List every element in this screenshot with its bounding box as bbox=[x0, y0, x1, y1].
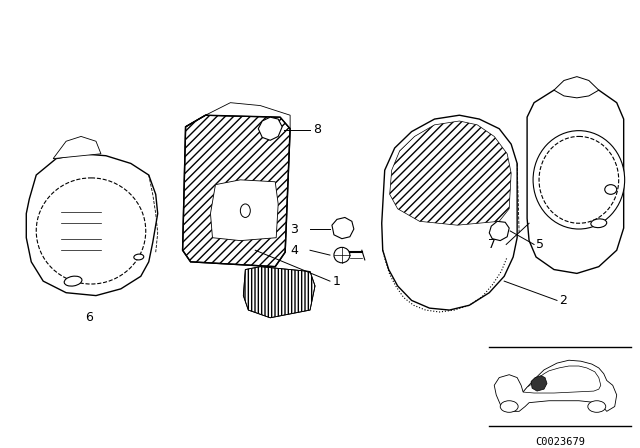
Polygon shape bbox=[489, 221, 509, 241]
Ellipse shape bbox=[605, 185, 617, 194]
Polygon shape bbox=[259, 117, 282, 140]
Polygon shape bbox=[26, 154, 157, 296]
Text: 2: 2 bbox=[559, 294, 567, 307]
Text: 4: 4 bbox=[290, 244, 298, 257]
Polygon shape bbox=[332, 217, 354, 239]
Ellipse shape bbox=[500, 401, 518, 412]
Ellipse shape bbox=[588, 401, 605, 412]
Ellipse shape bbox=[539, 137, 619, 223]
Text: 8: 8 bbox=[313, 123, 321, 136]
Text: 7: 7 bbox=[488, 238, 496, 251]
Polygon shape bbox=[243, 267, 315, 318]
Ellipse shape bbox=[241, 204, 250, 217]
Polygon shape bbox=[523, 366, 601, 393]
Polygon shape bbox=[211, 180, 278, 241]
Ellipse shape bbox=[134, 254, 144, 260]
Polygon shape bbox=[182, 115, 290, 267]
Polygon shape bbox=[53, 137, 101, 159]
Ellipse shape bbox=[64, 276, 82, 286]
Polygon shape bbox=[186, 103, 290, 129]
Polygon shape bbox=[390, 121, 511, 225]
Ellipse shape bbox=[36, 178, 146, 284]
Text: C0023679: C0023679 bbox=[535, 437, 585, 448]
Ellipse shape bbox=[533, 131, 625, 229]
Ellipse shape bbox=[591, 219, 607, 228]
Polygon shape bbox=[494, 360, 617, 411]
Circle shape bbox=[334, 247, 350, 263]
Polygon shape bbox=[381, 115, 517, 310]
Polygon shape bbox=[527, 86, 623, 273]
Text: 1: 1 bbox=[333, 275, 341, 288]
Text: 3: 3 bbox=[290, 223, 298, 236]
Polygon shape bbox=[531, 376, 547, 391]
Polygon shape bbox=[554, 77, 599, 98]
Text: 5: 5 bbox=[536, 238, 544, 251]
Text: 6: 6 bbox=[85, 311, 93, 324]
